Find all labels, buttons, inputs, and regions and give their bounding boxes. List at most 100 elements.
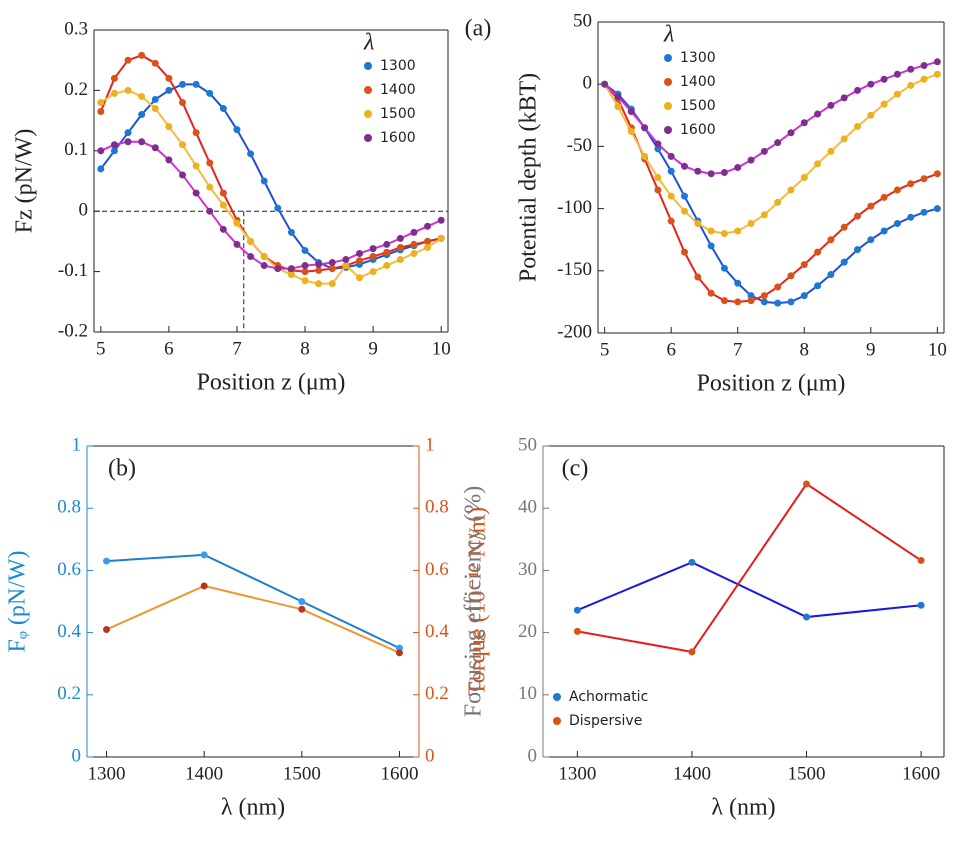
data-point [760,147,768,155]
data-point [774,283,782,291]
data-point [328,265,336,273]
data-point [880,75,888,83]
data-point [424,243,432,251]
x-tick-label: 6 [666,339,676,360]
x-tick-label: 1600 [380,763,418,784]
y-tick-label: 0.2 [64,79,88,100]
panel-label: (a) [465,16,492,42]
data-point [383,262,391,270]
data-point [192,189,200,197]
y-tick-label: -150 [557,259,592,280]
data-point [287,265,295,273]
data-point [383,240,391,248]
data-point [654,186,662,194]
data-point [274,204,282,212]
y-axis-label: Focusing efficiency (%) [461,486,487,717]
x-tick-label: 9 [368,338,378,359]
data-point [395,649,403,657]
data-point [814,110,822,118]
data-point [315,266,323,274]
x-tick-label: 1400 [185,763,223,784]
legend-label: 1300 [380,58,416,74]
legend-label: 1400 [380,82,416,98]
data-point [880,193,888,201]
x-tick-label: 5 [96,338,106,359]
x-axis-label: Position z (μm) [197,370,346,396]
data-point [840,94,848,102]
data-point [165,74,173,82]
legend-label: Achormatic [569,689,648,705]
data-point [681,192,688,200]
legend-label: Dispersive [569,713,642,729]
data-point [760,298,768,306]
data-point [734,227,742,235]
x-tick-label: 1600 [902,763,940,784]
data-point [614,93,622,101]
data-point [179,141,186,149]
legend-label: 1300 [680,50,716,66]
data-point [654,145,662,153]
y2-tick-label: 1 [425,434,435,455]
data-point [707,170,715,178]
x-axis-label: Position z (μm) [697,371,846,397]
data-point [301,246,309,254]
data-point [383,248,391,256]
data-point [206,89,214,97]
data-point [720,229,728,237]
data-point [396,243,404,251]
series-line [577,482,922,653]
y-tick-label: 0.4 [57,621,81,642]
data-point [707,242,715,250]
data-point [301,268,309,276]
legend-marker [664,54,672,62]
legend-label: 1500 [680,98,716,114]
data-point [707,227,715,235]
data-point [233,219,241,227]
y-tick-label: 0.6 [57,559,81,580]
data-point [734,164,742,172]
series-line [604,83,938,305]
x-tick-label: 1500 [283,763,321,784]
panel-label: (b) [108,456,136,482]
y-tick-label: -200 [557,321,592,342]
x-axis-label: λ (nm) [221,795,285,821]
data-point [720,297,728,305]
data-point [747,156,755,164]
data-point [787,298,795,306]
data-point [315,260,323,268]
data-point [219,105,227,113]
y-tick-label: 0 [528,745,538,766]
data-point [287,271,295,279]
y-tick-label: 0.8 [57,497,81,518]
data-point [179,98,186,106]
panel-label: (c) [562,456,589,482]
data-point [192,80,200,88]
data-point [800,119,808,127]
data-point [260,253,268,260]
y-tick-label: 0 [72,745,82,766]
data-point [369,253,377,260]
data-point [694,273,702,281]
data-point [827,271,835,279]
data-point [200,551,208,559]
data-point [827,236,835,244]
legend-label: 1400 [680,74,716,90]
data-point [893,70,901,78]
data-point [827,101,835,109]
data-point [274,265,282,273]
data-point [814,282,822,290]
data-point [880,227,888,235]
y2-tick-label: 0 [425,745,435,766]
x-tick-label: 8 [800,339,810,360]
series-line [603,83,938,303]
data-point [614,103,622,111]
y-tick-label: -0.1 [58,260,88,281]
data-point [667,192,675,200]
data-point [814,160,822,168]
data-point [787,186,795,194]
legend-marker [664,78,672,86]
data-point [369,245,377,253]
data-point [681,248,688,256]
data-point [110,147,118,155]
data-point [800,261,808,269]
